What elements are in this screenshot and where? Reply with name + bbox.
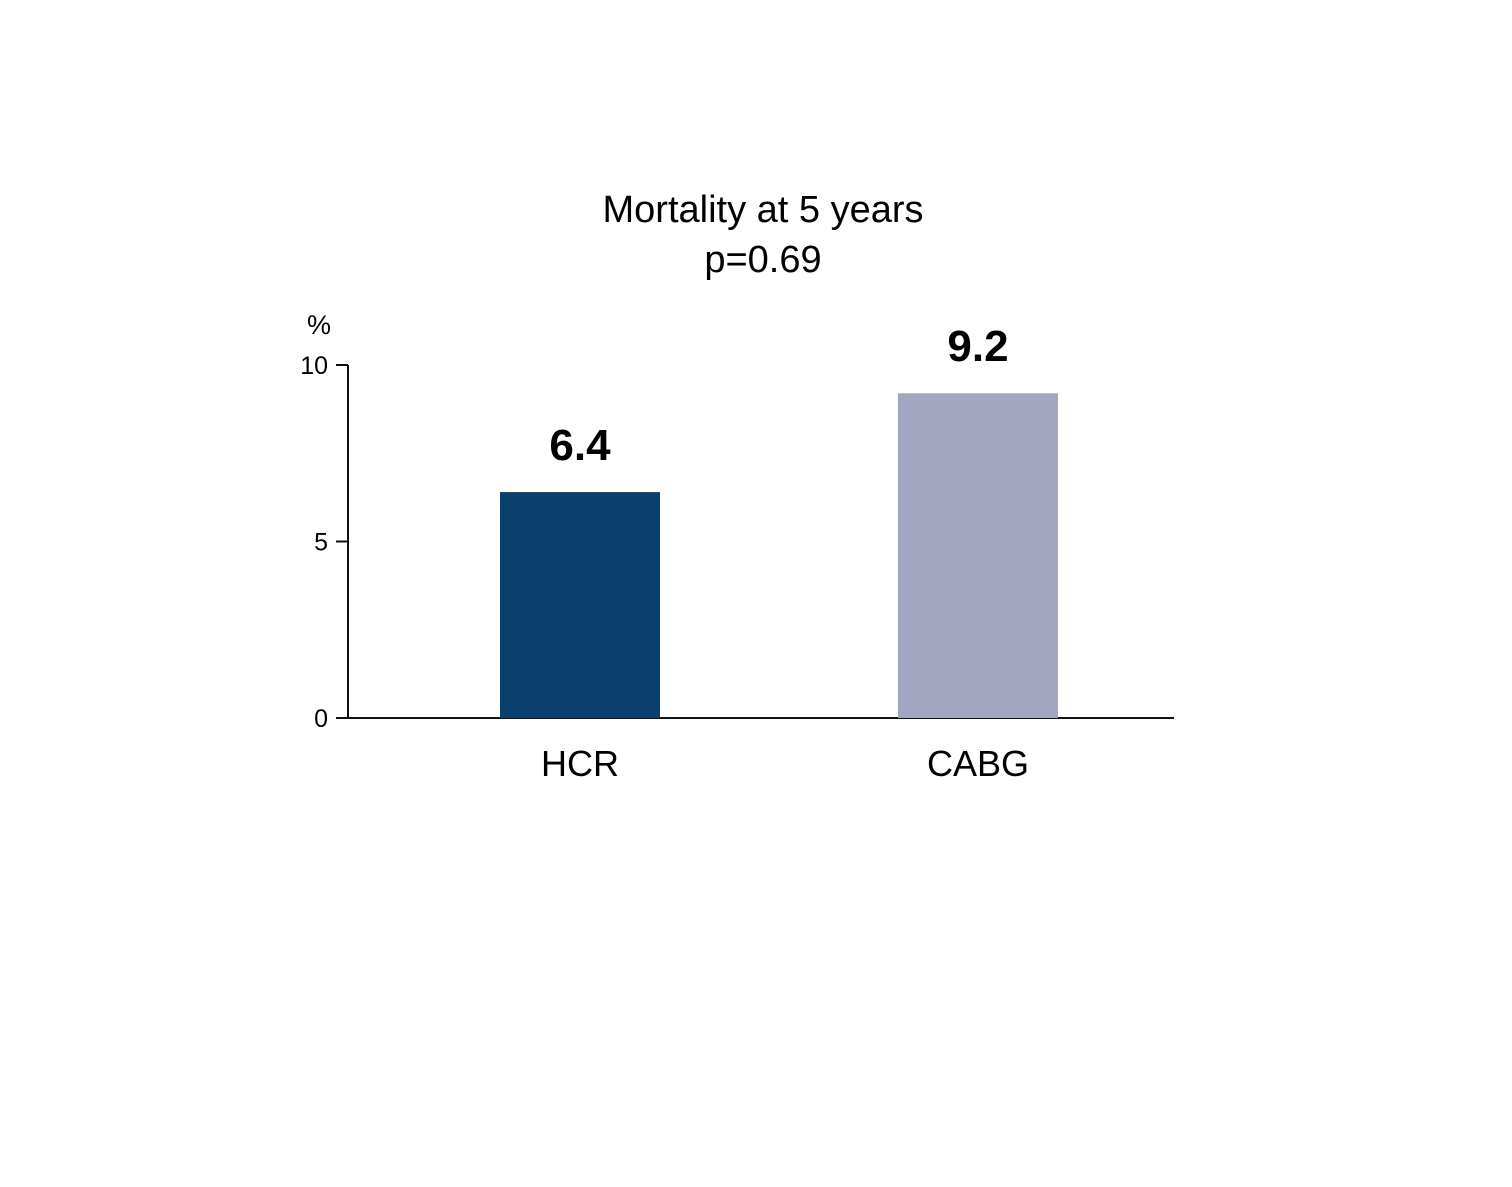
y-tick-label: 5 xyxy=(314,529,328,557)
bar-hcr xyxy=(500,492,660,718)
bars xyxy=(500,393,1058,718)
y-axis: 0 5 10 xyxy=(300,352,349,733)
value-label-cabg: 9.2 xyxy=(947,322,1008,371)
chart-subtitle: p=0.69 xyxy=(704,239,821,281)
chart-title: Mortality at 5 years xyxy=(603,189,924,231)
category-label-cabg: CABG xyxy=(927,743,1029,784)
y-tick-label: 0 xyxy=(314,705,328,733)
value-labels: 6.4 9.2 xyxy=(549,322,1008,470)
category-labels: HCR CABG xyxy=(541,743,1029,784)
value-label-hcr: 6.4 xyxy=(549,421,611,470)
y-tick-label: 10 xyxy=(300,352,328,380)
bar-cabg xyxy=(898,393,1058,718)
y-axis-unit-label: % xyxy=(307,310,331,340)
category-label-hcr: HCR xyxy=(541,743,619,784)
